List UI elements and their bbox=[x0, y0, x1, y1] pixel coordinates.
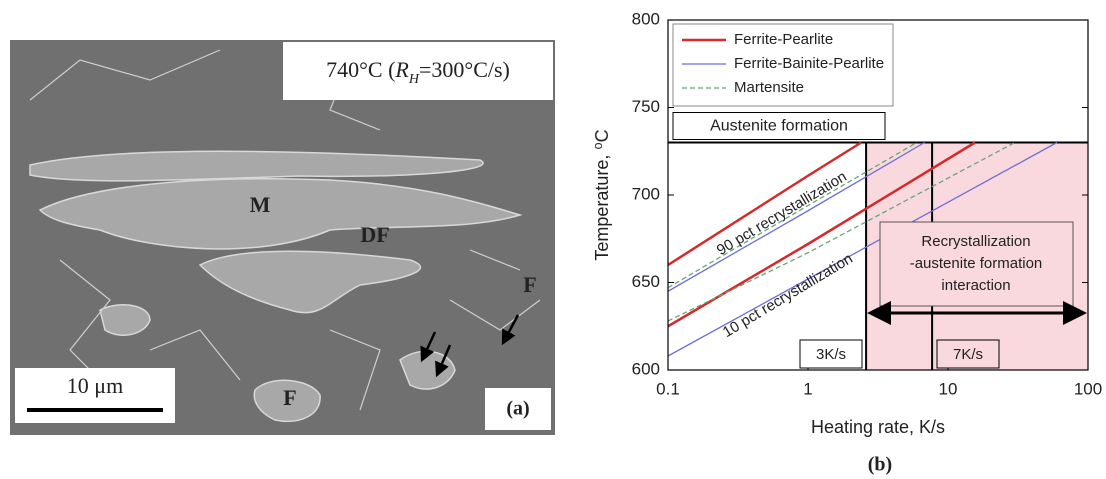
annotation-box bbox=[672, 112, 886, 140]
phase-label: F bbox=[523, 272, 536, 297]
x-tick-label: 100 bbox=[1074, 379, 1102, 398]
caption-part: R bbox=[394, 57, 409, 82]
caption: 740°C (RH=300°C/s) bbox=[326, 57, 510, 87]
y-tick-label: 800 bbox=[632, 9, 660, 28]
caption-part: H bbox=[408, 72, 420, 87]
phase-label: F bbox=[283, 385, 296, 410]
panel-label: (b) bbox=[868, 454, 892, 476]
series-line bbox=[667, 141, 1016, 322]
phase-label: DF bbox=[360, 222, 389, 247]
y-tick-label: 650 bbox=[632, 272, 660, 291]
series-line bbox=[667, 141, 1058, 357]
x-tick-label: 1 bbox=[803, 379, 812, 398]
legend-label: Ferrite-Bainite-Pearlite bbox=[734, 55, 884, 72]
annotation: 10 pct recrystallization bbox=[720, 250, 856, 341]
annotation: 3K/s bbox=[816, 346, 846, 363]
annotation: 7K/s bbox=[953, 346, 983, 363]
phase-label: M bbox=[250, 192, 271, 217]
panel-label: (a) bbox=[506, 398, 529, 420]
annotation: 90 pct recrystallization bbox=[714, 168, 850, 259]
annotation-box bbox=[879, 221, 1074, 307]
annotation: -austenite formation bbox=[910, 255, 1043, 272]
annotation: interaction bbox=[941, 277, 1010, 294]
y-tick-label: 750 bbox=[632, 97, 660, 116]
caption-part: =300°C/s) bbox=[419, 57, 510, 82]
legend-box bbox=[672, 23, 894, 107]
scale-label: 10 μm bbox=[67, 373, 123, 398]
y-tick-label: 600 bbox=[632, 359, 660, 378]
annotation: Recrystallization bbox=[921, 233, 1030, 250]
caption-part: 740°C ( bbox=[326, 57, 395, 82]
x-tick-label: 0.1 bbox=[656, 379, 680, 398]
micrograph bbox=[10, 40, 555, 435]
legend-label: Ferrite-Pearlite bbox=[734, 31, 833, 48]
annotation-box bbox=[936, 339, 1000, 369]
annotation: Austenite formation bbox=[710, 118, 848, 135]
legend-label: Martensite bbox=[734, 79, 804, 96]
y-tick-label: 700 bbox=[632, 184, 660, 203]
y-axis-label: Temperature, ⁰C bbox=[592, 129, 612, 260]
plot-frame bbox=[667, 19, 1089, 371]
annotation-box bbox=[799, 339, 863, 369]
x-axis-label: Heating rate, K/s bbox=[811, 417, 945, 437]
x-tick-label: 10 bbox=[939, 379, 958, 398]
